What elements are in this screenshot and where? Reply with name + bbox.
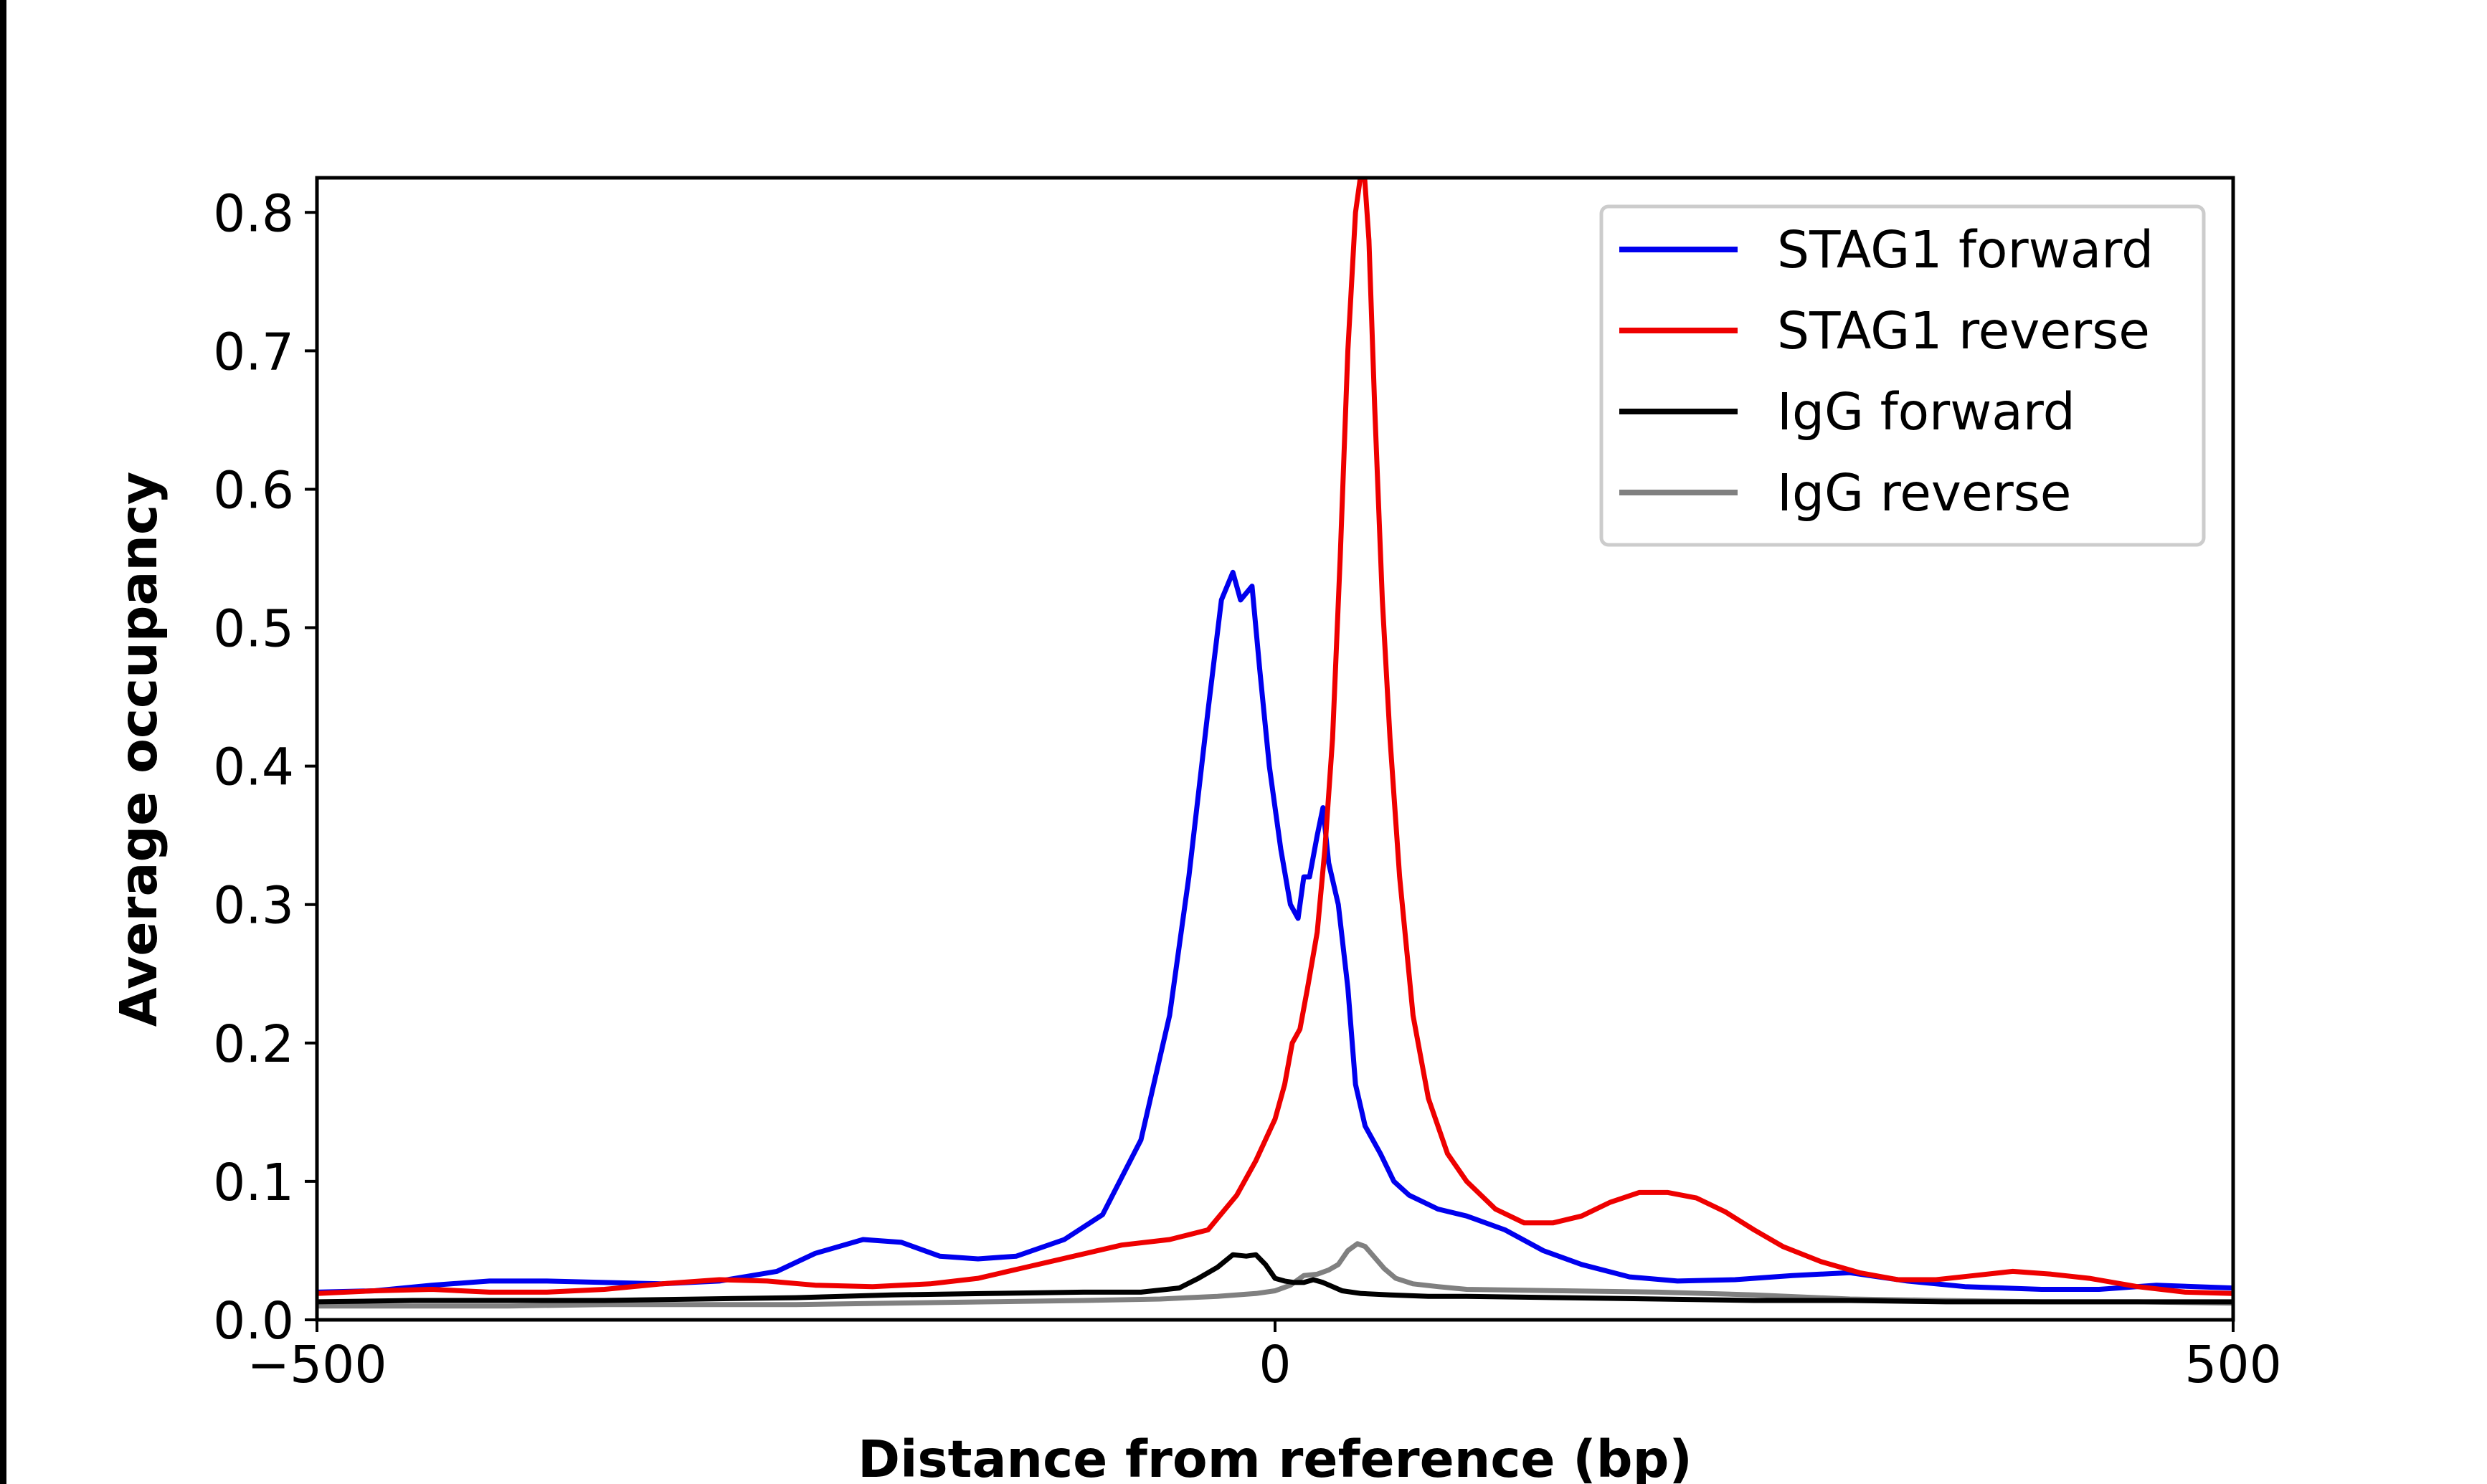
y-tick-label: 0.1 (213, 1153, 294, 1212)
y-tick-label: 0.7 (213, 322, 294, 381)
y-tick-label: 0.8 (213, 184, 294, 243)
series-line-stag1-reverse (317, 178, 2233, 1296)
legend-box (1599, 204, 2206, 547)
y-axis: 0.0 0.1 0.2 0.3 0.4 0.5 0.6 0.7 0.8 (213, 184, 317, 1351)
legend-label: STAG1 forward (1777, 220, 2154, 280)
series-layer (317, 178, 2233, 1309)
x-axis: −500 0 500 (247, 1320, 2282, 1394)
series-line-stag1-forward (317, 569, 2233, 1295)
legend: STAG1 forward STAG1 reverse IgG forward IgG… (1599, 204, 2206, 547)
y-tick-label: 0.6 (213, 460, 294, 520)
y-tick-label: 0.5 (213, 599, 294, 659)
y-tick-label: 0.2 (213, 1014, 294, 1074)
x-tick-label: 0 (1259, 1335, 1291, 1394)
series-line-igg-forward (317, 1252, 2233, 1305)
y-tick-label: 0.4 (213, 738, 294, 797)
y-tick-label: 0.3 (213, 876, 294, 936)
series-line-igg-reverse (317, 1241, 2233, 1309)
legend-label: STAG1 reverse (1777, 301, 2150, 361)
x-tick-label: 500 (2184, 1335, 2282, 1394)
x-axis-title: Distance from reference (bp) (858, 1430, 1692, 1484)
image-left-edge (0, 0, 6, 1484)
legend-label: IgG reverse (1777, 463, 2071, 523)
y-axis-title: Average occupancy (109, 472, 169, 1027)
legend-label: IgG forward (1777, 382, 2075, 442)
x-tick-label: −500 (247, 1335, 387, 1394)
y-tick-label: 0.0 (213, 1291, 294, 1351)
